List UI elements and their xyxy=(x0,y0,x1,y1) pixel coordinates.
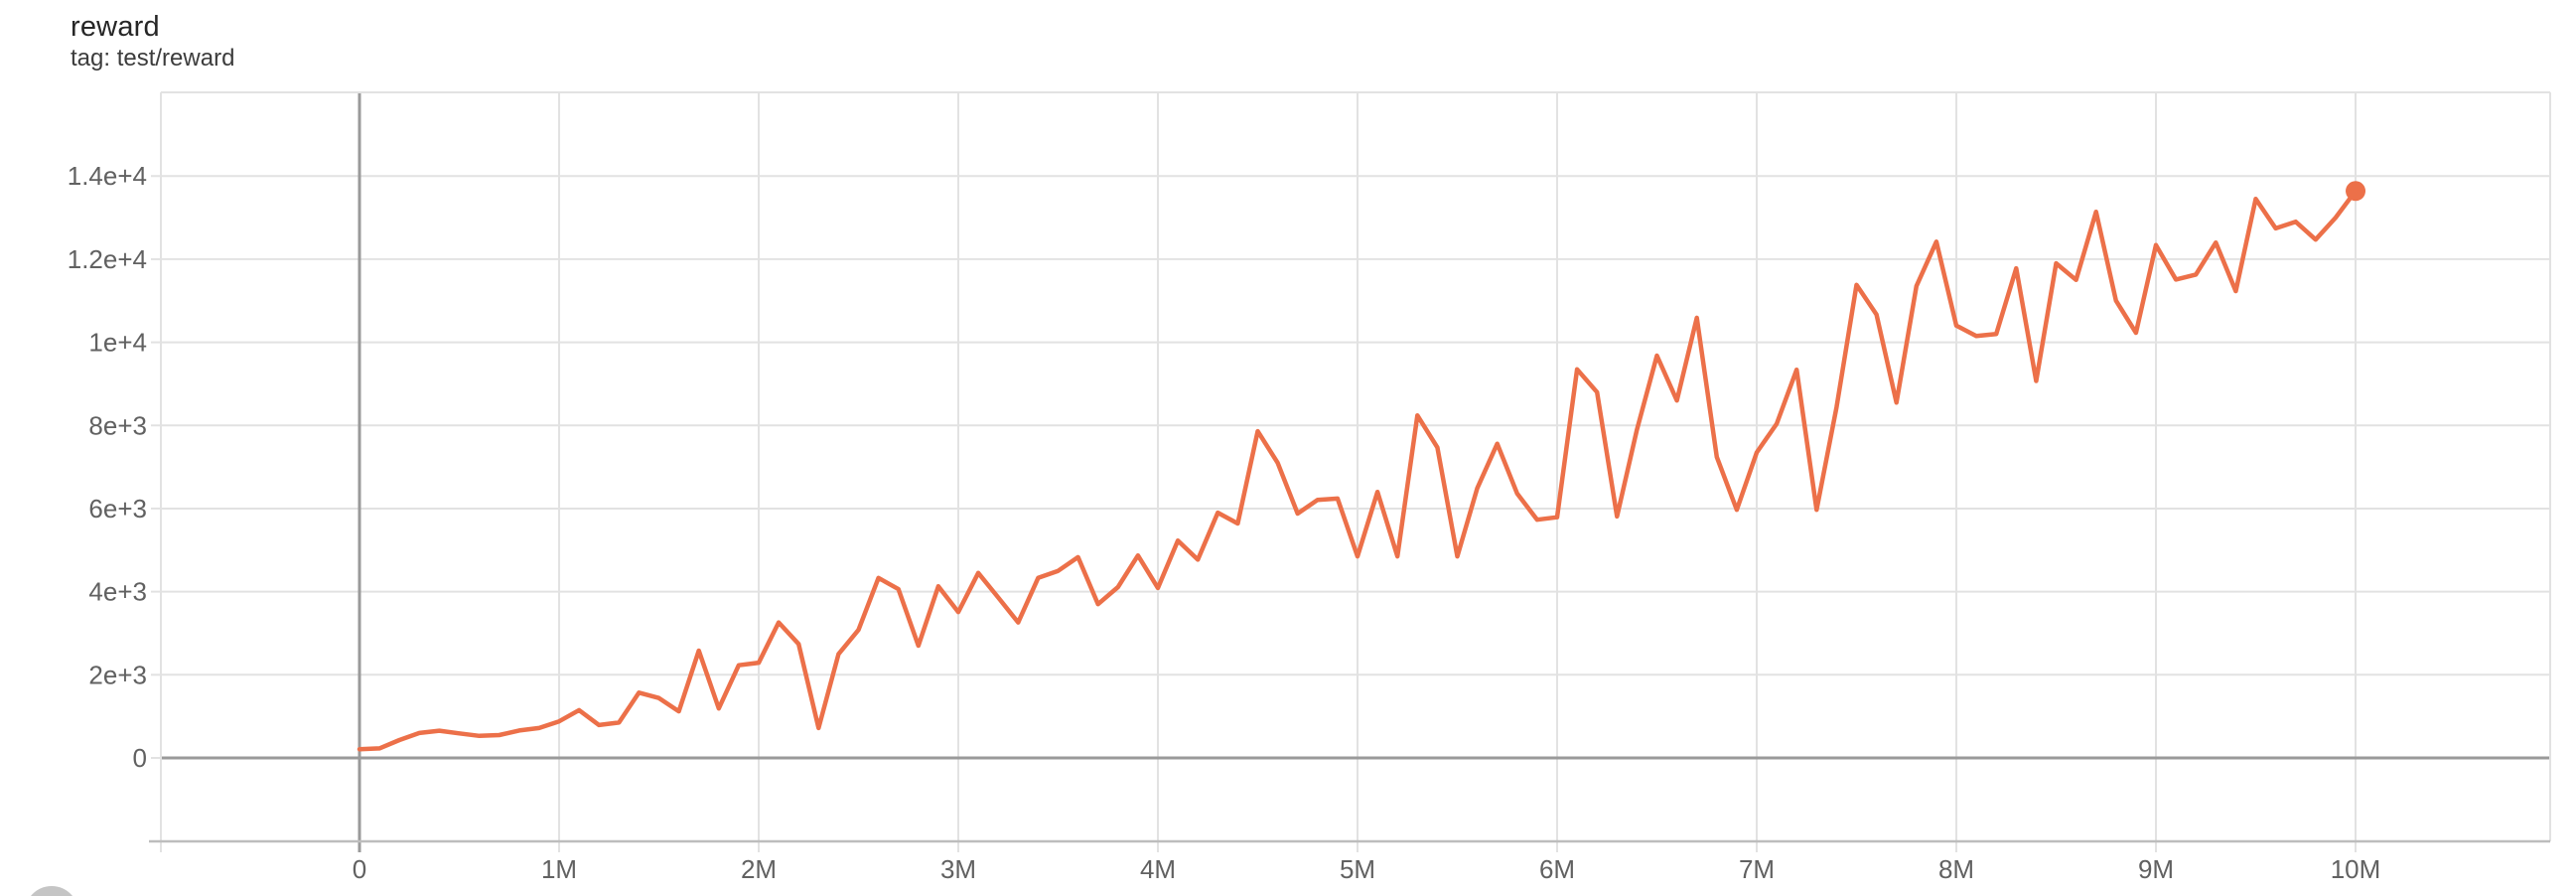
x-axis-tick-label: 0 xyxy=(353,854,366,884)
x-axis-tick-label: 2M xyxy=(741,854,777,884)
y-axis-tick-label: 4e+3 xyxy=(88,577,147,607)
y-axis-tick-label: 1.2e+4 xyxy=(68,244,147,274)
y-axis-tick-label: 0 xyxy=(133,743,147,773)
x-axis-tick-label: 7M xyxy=(1739,854,1775,884)
x-axis-tick-label: 10M xyxy=(2331,854,2381,884)
x-axis-tick-label: 4M xyxy=(1140,854,1176,884)
chart-header: reward tag: test/reward xyxy=(71,10,234,73)
y-axis-tick-label: 1.4e+4 xyxy=(68,161,147,191)
grid-layer xyxy=(151,92,2550,852)
x-axis-tick-label: 5M xyxy=(1340,854,1375,884)
x-axis-tick-label: 8M xyxy=(1938,854,1974,884)
axis-layer xyxy=(149,91,2551,852)
scroll-fab-button[interactable] xyxy=(25,886,78,896)
x-axis-tick-label: 3M xyxy=(940,854,976,884)
x-axis-tick-label: 1M xyxy=(541,854,577,884)
axis-label-layer: 0 2e+3 4e+3 6e+3 8e+3 1e+4 1.2e+4 1.4e+4 0 1M 2M 3M… xyxy=(68,161,2381,884)
chart-title: reward xyxy=(71,11,160,43)
chart-tag-subtitle: tag: test/reward xyxy=(71,45,235,72)
x-axis-tick-label: 9M xyxy=(2138,854,2174,884)
x-axis-tick-label: 6M xyxy=(1539,854,1575,884)
y-axis-tick-label: 6e+3 xyxy=(88,494,147,523)
y-axis-tick-label: 8e+3 xyxy=(88,410,147,440)
series-layer xyxy=(357,181,2366,752)
y-axis-tick-label: 2e+3 xyxy=(88,660,147,689)
series-line xyxy=(357,189,2359,752)
end-point-marker xyxy=(2346,181,2366,202)
y-axis-tick-label: 1e+4 xyxy=(88,328,147,358)
